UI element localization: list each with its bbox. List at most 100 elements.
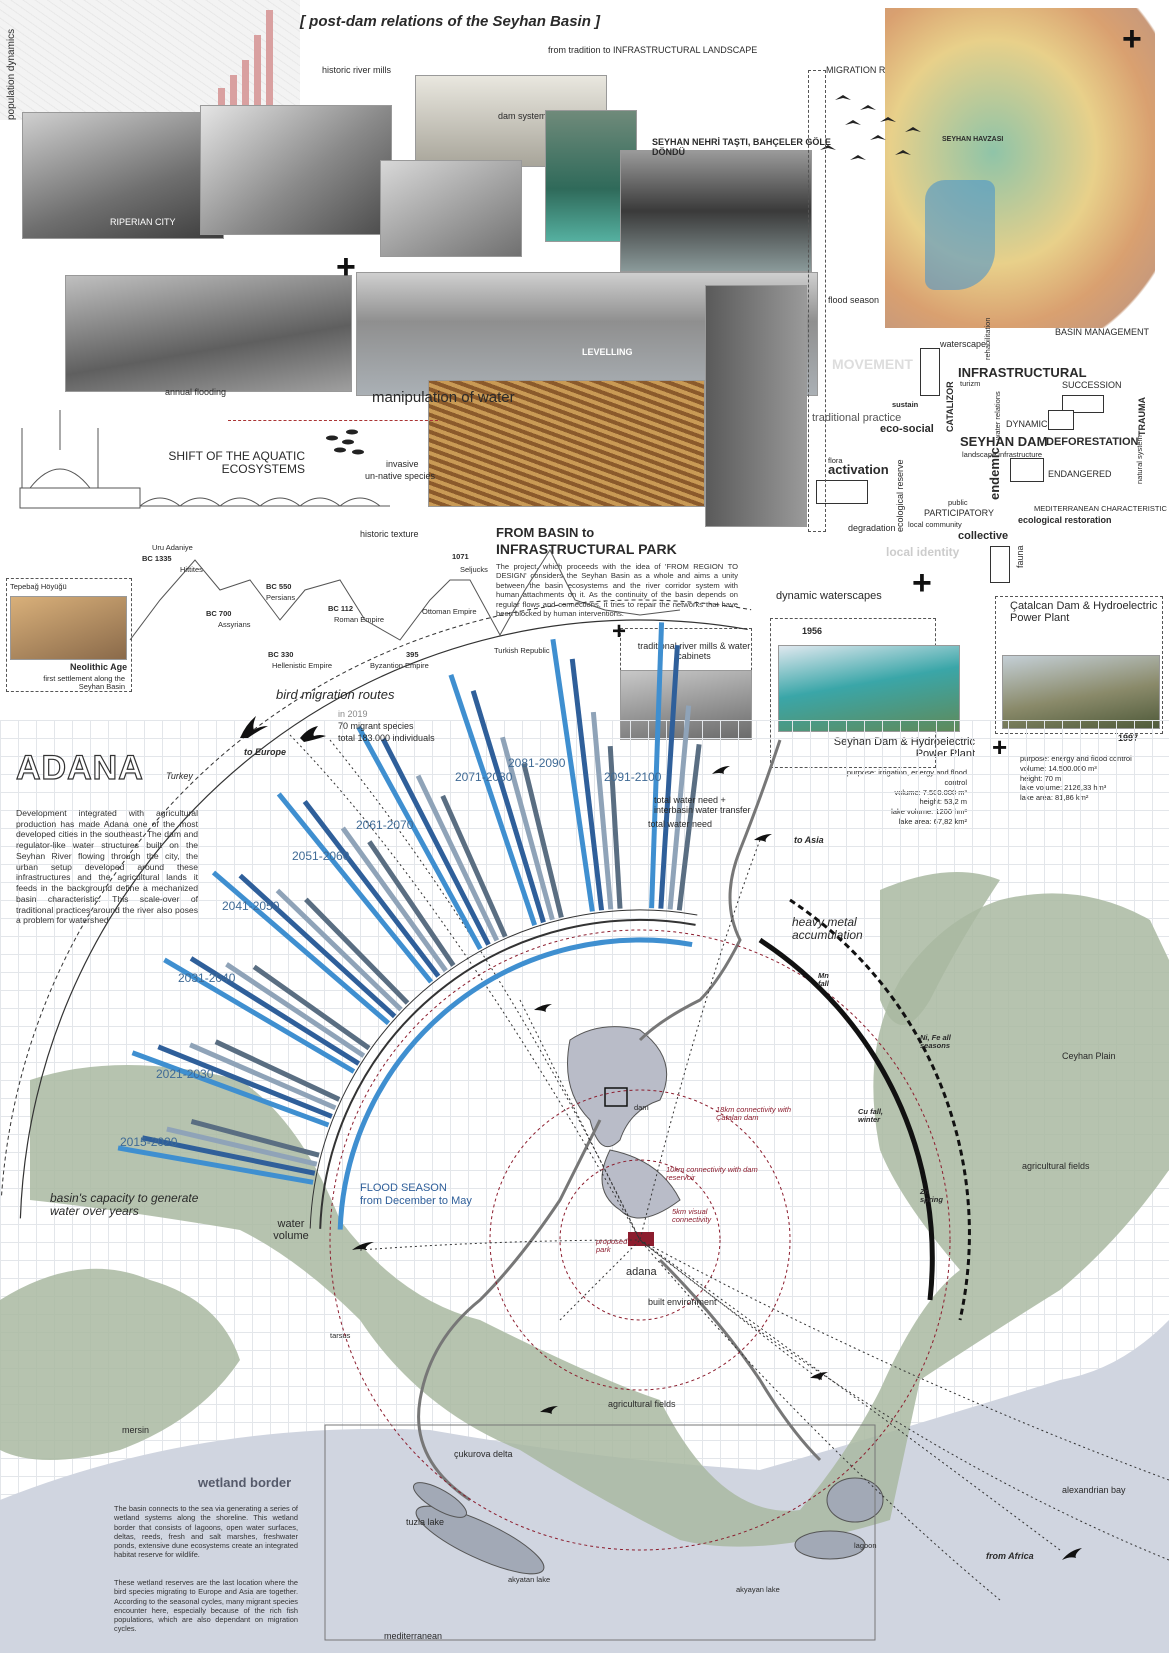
- proposed-park-marker: [628, 1232, 654, 1246]
- decade-label: 2091-2100: [604, 770, 662, 784]
- dynamic-box: [1048, 410, 1074, 430]
- chart-bar: [448, 674, 538, 926]
- agri-fields-label-1: agricultural fields: [1022, 1161, 1090, 1171]
- hittites-label: Hittites: [180, 565, 203, 574]
- flood-period-label: from December to May: [360, 1195, 472, 1207]
- chart-bar: [367, 840, 456, 967]
- chart-bar: [590, 711, 614, 910]
- heavy-metal-arc-dashed: [789, 898, 971, 1321]
- seyhan-basin-highlight: [925, 180, 995, 290]
- bird-icon: [300, 726, 326, 742]
- page-title: [ post-dam relations of the Seyhan Basin…: [300, 13, 601, 30]
- decade-label: 2041-2050: [222, 899, 280, 913]
- mediterranean-word: MEDITERRANEAN CHARACTERISTIC: [1034, 504, 1167, 513]
- seyhan-river: [417, 739, 782, 1502]
- decade-label: 2081-2090: [508, 756, 566, 770]
- historic-texture-label: historic texture: [360, 529, 419, 539]
- neolithic-label: Neolithic Age: [70, 662, 128, 672]
- seyhan-news-label: SEYHAN NEHRİ TAŞTI, BAHÇELER GÖLE DÖNDÜ: [652, 137, 831, 157]
- tuzla-lake: [413, 1482, 467, 1518]
- turizm-word: turizm: [960, 379, 981, 388]
- movement-word: MOVEMENT: [832, 356, 913, 372]
- wetland-text-1: The basin connects to the sea via genera…: [114, 1504, 298, 1560]
- sustain-word: sustain: [892, 400, 919, 409]
- bird-icon: [1062, 1548, 1082, 1560]
- zn-label: Zn spring: [920, 1187, 943, 1205]
- chart-bar: [157, 1044, 333, 1119]
- timeline-curve: [129, 548, 681, 641]
- chart-bar: [356, 725, 483, 951]
- to-asia-label: to Asia: [794, 835, 824, 845]
- seyhan-havzasi-label: SEYHAN HAVZASI: [942, 136, 1004, 143]
- chart-bar: [550, 638, 595, 912]
- manipulation-label: manipulation of water: [372, 389, 515, 406]
- eco-social-word: eco-social: [880, 423, 934, 435]
- chart-bar: [276, 792, 434, 984]
- first-settlement-label: first settlement along the Seyhan Basin: [43, 674, 125, 692]
- plain-area: [30, 893, 1169, 1547]
- total-need-arc: [19, 619, 748, 1219]
- chart-bar: [117, 1145, 314, 1185]
- neolithic-box: [6, 578, 132, 692]
- endangered-word: ENDANGERED: [1048, 469, 1112, 479]
- map-background-top: [0, 0, 300, 120]
- flora-word: flora: [828, 456, 843, 465]
- chart-bar: [470, 690, 546, 924]
- landscape-infra-word: landscape infrastructure: [962, 450, 1043, 459]
- dam-marker: [604, 1087, 628, 1107]
- agyatan-lake: [794, 1530, 866, 1560]
- heavy-metal-arc: [758, 937, 935, 1301]
- tepebag-photo: [10, 596, 127, 660]
- total-need-transfer-label: total water need + interbasin water tran…: [654, 795, 751, 815]
- adana-city-label: adana: [626, 1266, 657, 1278]
- chart-bar: [304, 897, 410, 1005]
- decade-label: 2015-2020: [120, 1135, 178, 1149]
- chart-bar: [163, 957, 356, 1074]
- circle-5km: [559, 1159, 721, 1321]
- cukurova-label: çukurova delta: [454, 1449, 513, 1459]
- bird-icon: [754, 834, 772, 842]
- migration-dashbox: [808, 70, 826, 532]
- chart-bar: [166, 1126, 318, 1167]
- flood-season-label: flood season: [828, 295, 880, 305]
- chart-bar: [238, 873, 397, 1019]
- collective-word: collective: [958, 530, 1009, 542]
- public-word: public: [948, 498, 968, 507]
- bird-icon: [352, 1242, 374, 1250]
- uru-label: Uru Adaniye: [152, 543, 193, 552]
- chart-bar: [211, 870, 391, 1026]
- migration-route-label: MIGRATION ROUTE: [826, 65, 911, 75]
- bird-icon: [240, 716, 268, 738]
- capacity-label: basin's capacity to generate water over …: [50, 1191, 199, 1219]
- chart-bar: [302, 799, 441, 978]
- adana-country: Turkey: [166, 771, 193, 781]
- wetland-text-2: These wetland reserves are the last loca…: [114, 1578, 298, 1634]
- basin-management-label: BASIN MANAGEMENT: [1055, 327, 1150, 337]
- plus-icon: +: [336, 248, 356, 286]
- cu-label: Cu fall, winter: [858, 1107, 884, 1125]
- succession-box: [1062, 395, 1104, 413]
- migration-year: in 2019: [338, 709, 368, 719]
- agri-fields-label-2: agricultural fields: [608, 1399, 676, 1409]
- flood-season-chart-label: FLOOD SEASON: [360, 1182, 447, 1194]
- chart-bar: [649, 622, 665, 909]
- mediterranean-label: mediterranean: [384, 1631, 443, 1641]
- project-title-1: FROM BASIN to: [496, 525, 595, 540]
- lagoon-label: lagoon: [854, 1541, 877, 1550]
- heavy-metal-label: heavy metal accumulation: [792, 915, 863, 943]
- chart-bar: [225, 962, 366, 1058]
- chart-bar: [440, 794, 508, 938]
- chart-bar: [415, 774, 500, 942]
- annual-flooding-label: annual flooding: [165, 387, 227, 397]
- plus-icon: +: [1122, 20, 1142, 58]
- participatory-word: PARTICIPATORY: [924, 508, 995, 518]
- chart-bar: [214, 1039, 341, 1102]
- wetland-frame: [324, 1424, 876, 1641]
- bc700-label: BC 700: [206, 609, 232, 618]
- from-africa-label: from Africa: [986, 1551, 1034, 1561]
- north-area: [880, 872, 1000, 1025]
- deforestation-word: DEFORESTATION: [1046, 436, 1139, 448]
- mersin-area: [0, 1268, 240, 1460]
